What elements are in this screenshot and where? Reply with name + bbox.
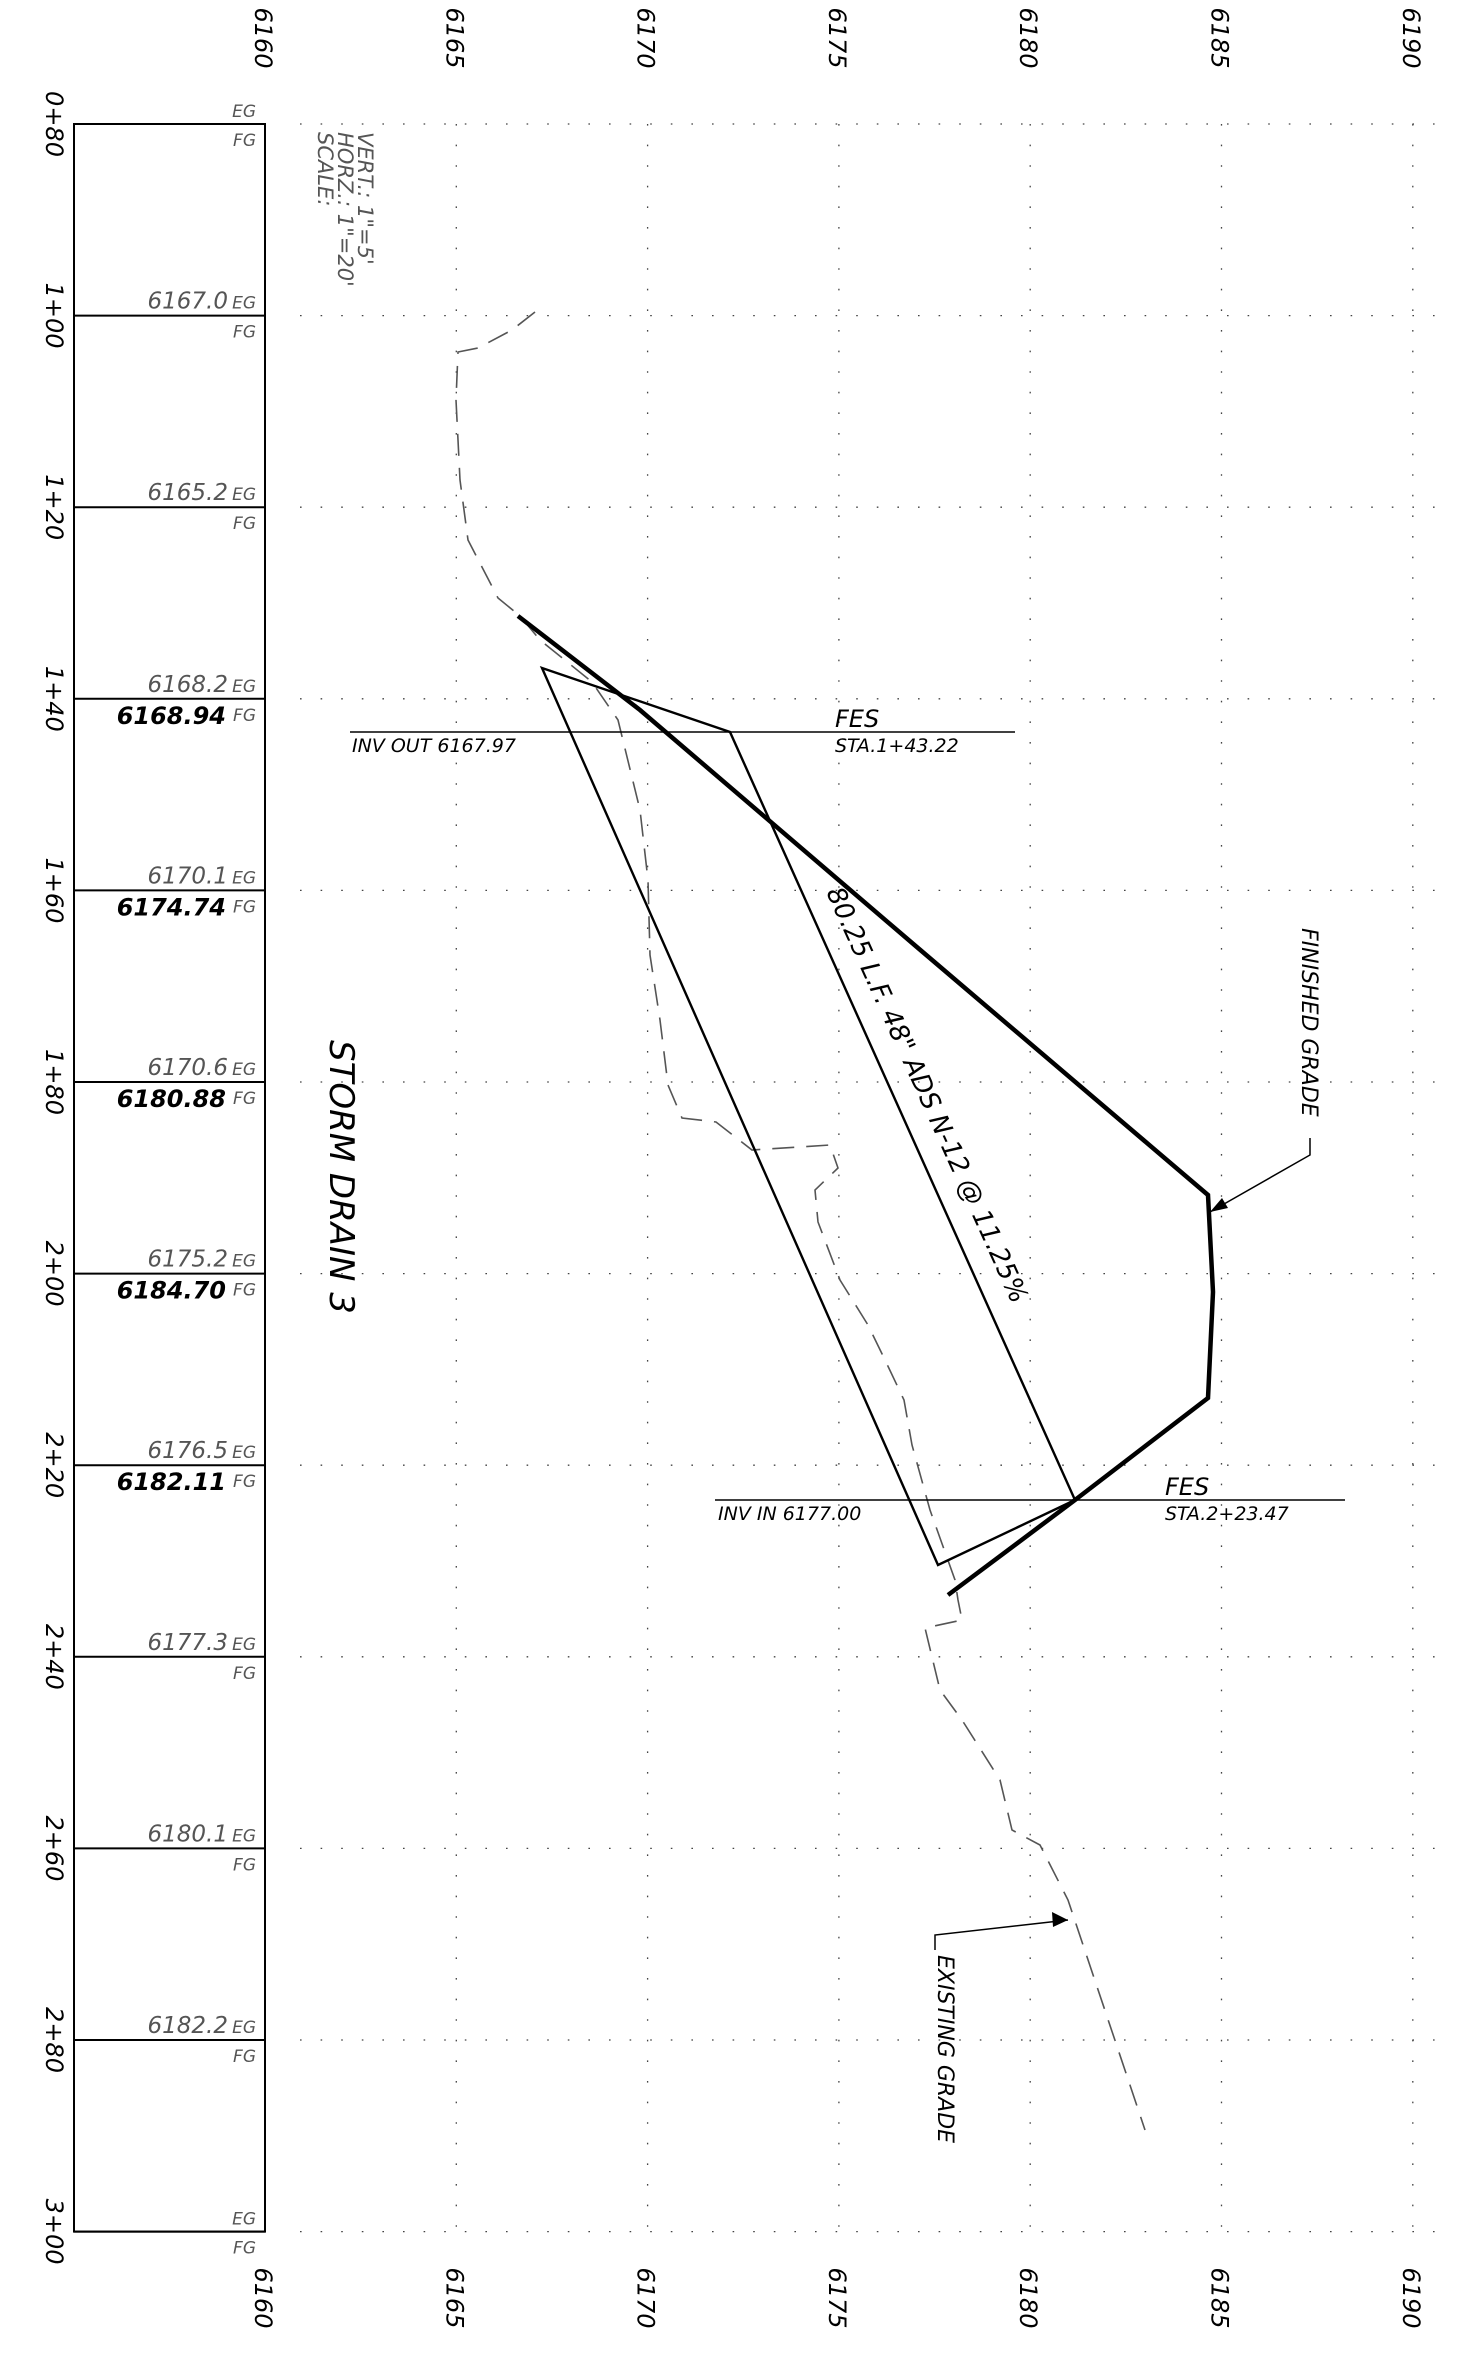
elevation-tick-bottom-6180: 6180 <box>1014 2267 1042 2328</box>
station-eg-value: 6177.3 <box>148 1630 228 1656</box>
fg-tag: FG <box>233 1089 256 1109</box>
station-label: 2+00 <box>40 1241 68 1307</box>
station-eg-value: 6176.5 <box>148 1438 228 1464</box>
eg-tag: EG <box>232 1443 256 1463</box>
elevation-tick-top-6160: 6160 <box>249 7 277 68</box>
station-fg-value: 6168.94 <box>117 702 226 730</box>
fes-in-station: STA.2+23.47 <box>1165 1503 1289 1525</box>
station-label: 1+40 <box>40 666 68 732</box>
elevation-tick-bottom-6170: 6170 <box>632 2267 660 2328</box>
eg-tag: EG <box>232 102 256 122</box>
elevation-tick-bottom-6165: 6165 <box>440 2267 468 2328</box>
elevation-ticks-top: 6160 6165 6170 6175 6180 6185 6190 <box>249 7 1425 68</box>
station-label: 3+00 <box>40 2199 68 2265</box>
existing-grade-arrowhead <box>1052 1912 1068 1927</box>
station-label: 1+80 <box>40 1049 68 1115</box>
station-eg-value: 6165.2 <box>148 480 228 506</box>
fg-tag: FG <box>233 2047 256 2067</box>
station-eg-value: 6180.1 <box>148 1821 228 1847</box>
elevation-tick-bottom-6160: 6160 <box>249 2267 277 2328</box>
eg-tag: EG <box>232 1826 256 1846</box>
fes-out-station: STA.1+43.22 <box>835 735 959 757</box>
elevation-tick-top-6185: 6185 <box>1206 7 1234 68</box>
eg-tag: EG <box>232 2210 256 2230</box>
station-fg-value: 6184.70 <box>117 1277 226 1305</box>
station-fg-value: 6182.11 <box>117 1468 226 1496</box>
eg-tag: EG <box>232 485 256 505</box>
eg-tag: EG <box>232 2018 256 2038</box>
elevation-tick-bottom-6185: 6185 <box>1206 2267 1234 2328</box>
station-label: 0+80 <box>40 91 68 157</box>
elevation-tick-top-6175: 6175 <box>823 7 851 68</box>
inv-in-label: INV IN 6177.00 <box>718 1503 861 1525</box>
station-label: 2+40 <box>40 1624 68 1690</box>
fg-tag: FG <box>233 2239 256 2259</box>
finished-grade-arrowhead <box>1210 1198 1228 1212</box>
station-eg-value: 6167.0 <box>148 289 228 315</box>
finished-grade-leader <box>1209 1138 1311 1213</box>
finished-grade-label: FINISHED GRADE <box>1296 928 1321 1117</box>
fes-out-label: FES <box>835 705 879 733</box>
scale-note: SCALE: HORZ.: 1"=20' VERT.: 1"=5' <box>313 132 377 287</box>
scale-title: SCALE: <box>313 132 337 206</box>
fes-in-label: FES <box>1165 1473 1209 1501</box>
scale-horizontal: HORZ.: 1"=20' <box>333 132 357 287</box>
elevation-tick-top-6170: 6170 <box>632 7 660 68</box>
station-label: 1+00 <box>40 283 68 349</box>
station-eg-value: 6175.2 <box>148 1247 228 1273</box>
station-label: 2+60 <box>40 1815 68 1881</box>
storm-pipe <box>539 665 1077 1567</box>
station-eg-value: 6168.2 <box>148 672 228 698</box>
eg-tag: EG <box>232 677 256 697</box>
elevation-ticks-bottom: 6160 6165 6170 6175 6180 6185 6190 <box>249 2267 1425 2328</box>
station-fg-value: 6180.88 <box>117 1085 226 1113</box>
eg-tag: EG <box>232 1060 256 1080</box>
existing-grade-label: EXISTING GRADE <box>932 1955 957 2143</box>
pipe-label: 80.25 L.F. 48" ADS N-12 @ 11.25% <box>820 883 1034 1308</box>
station-eg-value: 6170.6 <box>148 1055 228 1081</box>
eg-tag: EG <box>232 294 256 314</box>
station-label: 1+60 <box>40 857 68 923</box>
elevation-tick-top-6180: 6180 <box>1014 7 1042 68</box>
fg-tag: FG <box>233 1281 256 1301</box>
fg-tag: FG <box>233 514 256 534</box>
station-label: 2+20 <box>40 1432 68 1498</box>
fg-tag: FG <box>233 706 256 726</box>
eg-tag: EG <box>232 1635 256 1655</box>
elevation-tick-top-6165: 6165 <box>440 7 468 68</box>
station-label: 1+20 <box>40 474 68 540</box>
elevation-tick-bottom-6175: 6175 <box>823 2267 851 2328</box>
eg-tag: EG <box>232 868 256 888</box>
station-eg-value: 6182.2 <box>148 2013 228 2039</box>
existing-grade-line <box>455 311 1146 2131</box>
station-eg-value: 6170.1 <box>148 863 228 889</box>
eg-tag: EG <box>232 1252 256 1272</box>
fg-tag: FG <box>233 1472 256 1492</box>
station-strip-frame <box>73 123 266 2233</box>
fg-tag: FG <box>233 1855 256 1875</box>
finished-grade-line <box>516 614 1216 1597</box>
fg-tag: FG <box>233 897 256 917</box>
drawing-title: STORM DRAIN 3 <box>321 1040 361 1314</box>
elevation-tick-top-6190: 6190 <box>1397 7 1425 68</box>
fg-tag: FG <box>233 131 256 151</box>
fg-tag: FG <box>233 1664 256 1684</box>
scale-vertical: VERT.: 1"=5' <box>353 132 377 265</box>
station-fg-value: 6174.74 <box>117 893 226 921</box>
existing-grade-leader <box>934 1919 1069 1950</box>
fg-tag: FG <box>233 323 256 343</box>
elevation-tick-bottom-6190: 6190 <box>1397 2267 1425 2328</box>
dotted-grid <box>300 123 1440 2233</box>
station-label: 2+80 <box>40 2007 68 2073</box>
inv-out-label: INV OUT 6167.97 <box>352 735 516 757</box>
